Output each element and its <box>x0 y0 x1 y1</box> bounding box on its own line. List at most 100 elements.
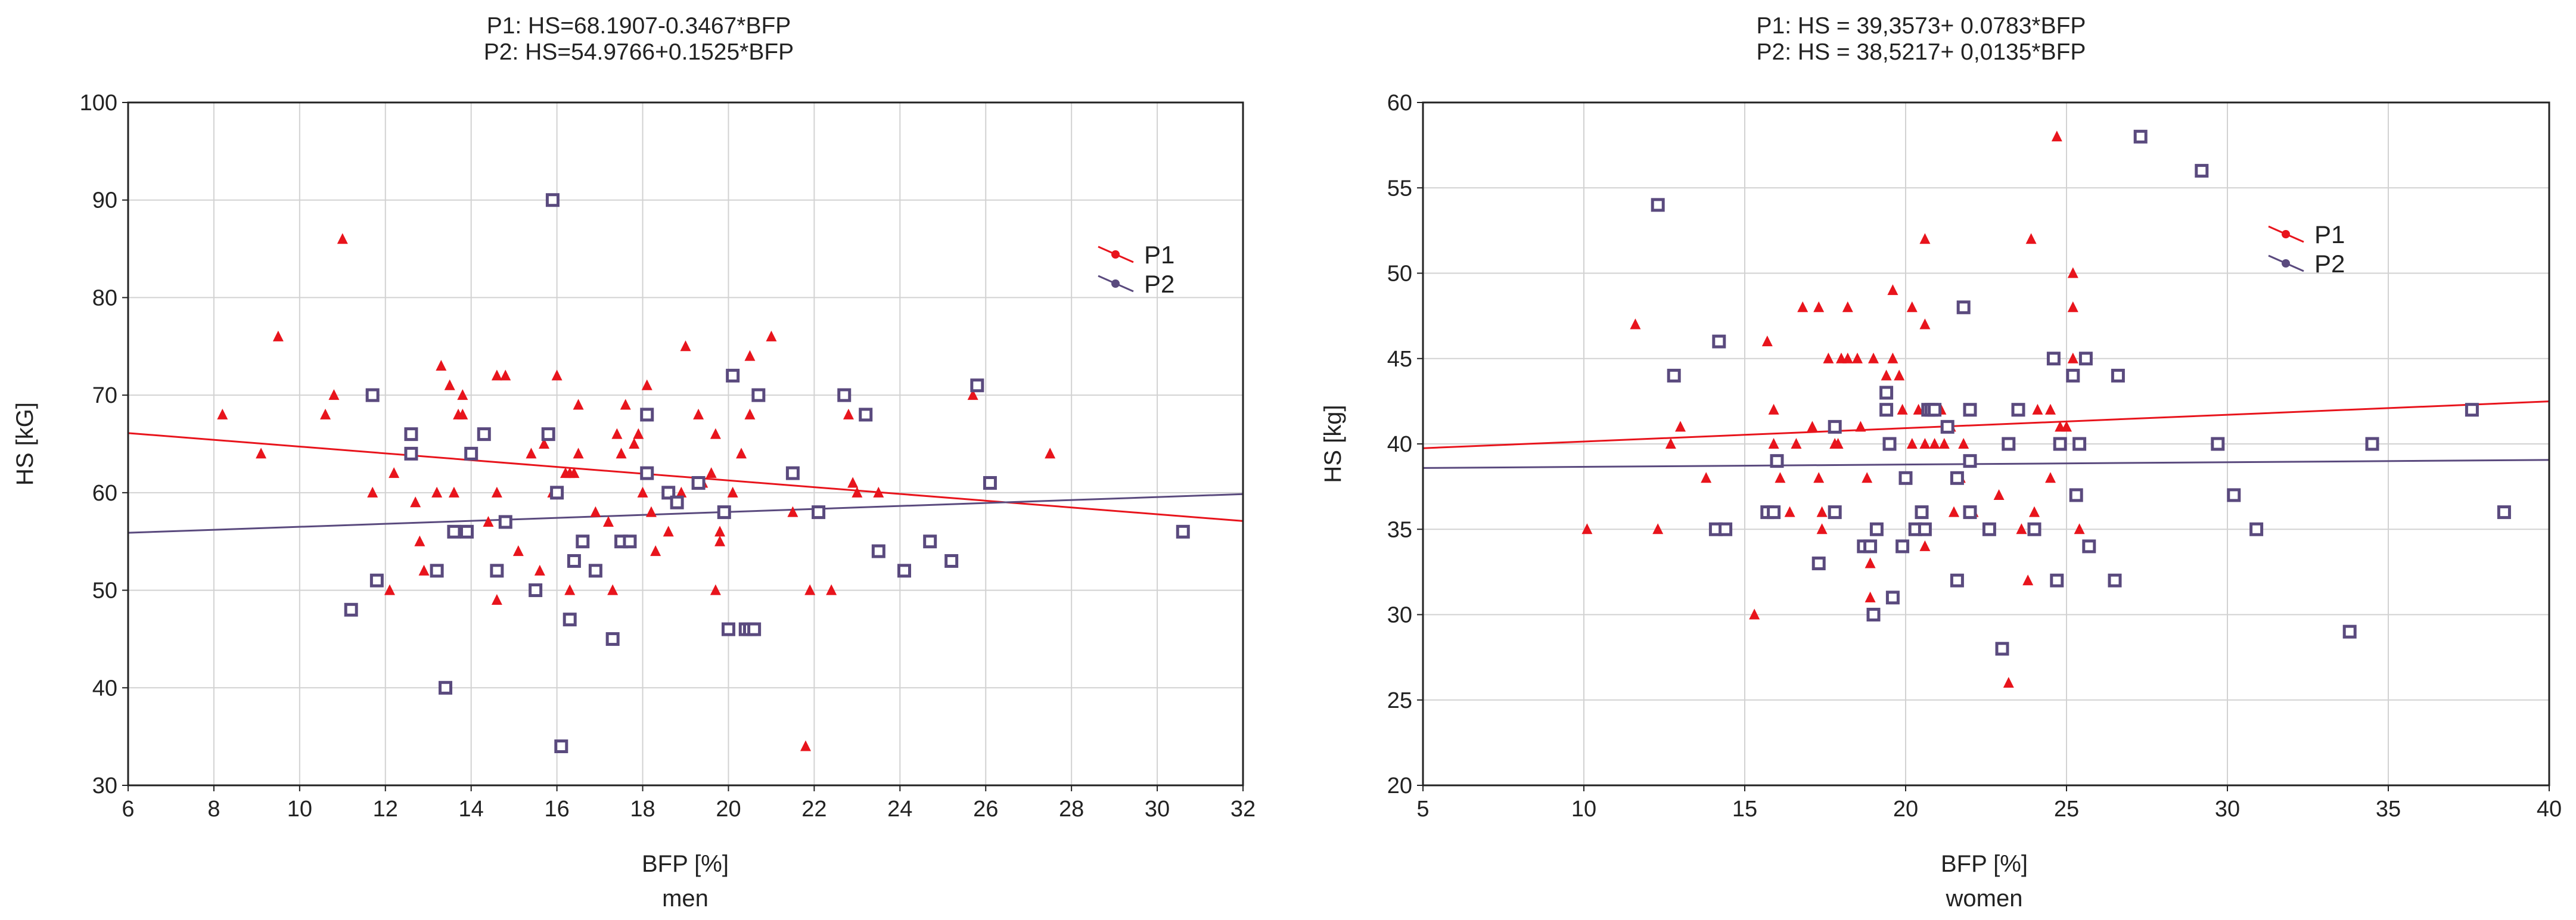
x-tick-label: 32 <box>1230 797 1256 822</box>
point-p1 <box>367 486 378 498</box>
regression-lines <box>128 432 1244 534</box>
point-p1 <box>641 379 652 390</box>
point-p2 <box>404 427 418 442</box>
x-tick-label: 30 <box>1145 797 1170 822</box>
point-p2 <box>2046 352 2061 366</box>
chart-title-line1: P1: HS=68.1907-0.3467*BFP <box>487 13 791 39</box>
point-p2 <box>2342 624 2357 639</box>
point-p1 <box>1865 591 1876 602</box>
point-p1 <box>573 399 584 410</box>
point-p1 <box>1855 421 1866 432</box>
point-p2 <box>2050 573 2064 588</box>
point-p2 <box>554 739 568 754</box>
point-p1 <box>1581 523 1593 534</box>
legend: P1 P2 <box>1098 241 1174 298</box>
y-axis-label: HS [kg] <box>1320 405 1346 483</box>
point-p1 <box>491 593 502 605</box>
point-p2 <box>404 446 418 461</box>
point-p2 <box>464 446 478 461</box>
point-p2 <box>1667 368 1681 383</box>
x-tick-label: 20 <box>716 797 741 822</box>
point-p1 <box>414 535 425 546</box>
y-tick-label: 60 <box>1387 91 1412 116</box>
point-p1 <box>2016 523 2027 534</box>
y-axis-label: HS [kG] <box>12 402 38 486</box>
point-p1 <box>1881 369 1892 381</box>
point-p2 <box>1885 590 1900 605</box>
point-p1 <box>1832 438 1844 449</box>
x-tick-label: 22 <box>801 797 826 822</box>
point-p2 <box>1770 454 1784 468</box>
point-p2 <box>490 564 504 578</box>
point-p2 <box>1982 522 1996 536</box>
point-p1 <box>384 584 395 595</box>
point-p1 <box>2045 403 2056 415</box>
point-p1 <box>873 486 884 498</box>
point-p1 <box>714 535 726 546</box>
point-p1 <box>1791 438 1802 449</box>
point-p2 <box>897 564 912 578</box>
point-p1 <box>645 506 657 517</box>
point-p1 <box>616 447 627 459</box>
point-p1 <box>714 526 726 537</box>
point-p1 <box>534 564 545 576</box>
point-p2 <box>1176 524 1190 539</box>
point-p1 <box>727 486 738 498</box>
point-p2 <box>1950 471 1964 485</box>
x-tick-label: 28 <box>1059 797 1084 822</box>
point-p1 <box>2022 574 2034 586</box>
point-p1 <box>1842 352 1853 363</box>
point-p2 <box>2465 403 2479 417</box>
point-p1 <box>2067 267 2078 278</box>
x-tick-label: 10 <box>1571 797 1596 822</box>
point-p1 <box>2032 403 2043 415</box>
point-p1 <box>491 369 502 381</box>
point-p2 <box>447 524 461 539</box>
point-p1 <box>1813 472 1825 483</box>
point-p2 <box>721 622 735 636</box>
point-p2 <box>541 427 555 442</box>
point-p2 <box>747 622 762 636</box>
point-p2 <box>1651 198 1665 212</box>
y-tick-label: 40 <box>92 676 117 701</box>
point-p2 <box>430 564 444 578</box>
point-p1 <box>1675 421 1686 432</box>
point-p1 <box>676 486 687 498</box>
point-p1 <box>1652 523 1664 534</box>
point-p2 <box>726 368 740 383</box>
point-p2 <box>2227 488 2241 502</box>
point-p2 <box>1950 573 1964 588</box>
point-p1 <box>1807 421 1818 432</box>
point-p2 <box>529 583 543 598</box>
point-p2 <box>970 378 984 393</box>
point-p1 <box>2061 421 2072 432</box>
point-p2 <box>1896 539 1910 554</box>
point-p2 <box>944 554 959 568</box>
point-p2 <box>2195 164 2209 178</box>
point-p1 <box>431 486 443 498</box>
point-p1 <box>611 428 623 439</box>
point-p2 <box>1719 522 1733 536</box>
point-p2 <box>576 534 590 549</box>
point-p1 <box>1768 438 1779 449</box>
point-p1 <box>1862 472 1873 483</box>
chart-title-line2: P2: HS=54.9766+0.1525*BFP <box>484 39 794 65</box>
grid <box>128 102 1244 786</box>
legend-p2-label: P2 <box>1144 270 1174 298</box>
point-p1 <box>620 399 631 410</box>
y-tick-label: 55 <box>1387 176 1412 201</box>
point-p1 <box>1919 438 1931 449</box>
point-p1 <box>607 584 619 595</box>
point-p2 <box>640 408 654 422</box>
point-p1 <box>1630 318 1641 330</box>
y-tick-label: 90 <box>92 188 117 213</box>
legend-p1-marker <box>1111 250 1120 259</box>
point-p2 <box>2497 505 2511 520</box>
point-p2 <box>567 554 581 568</box>
point-p2 <box>2133 129 2148 144</box>
point-p2 <box>1811 557 1826 571</box>
y-tick-label: 80 <box>92 285 117 310</box>
point-p1 <box>1919 540 1931 551</box>
point-p1 <box>1749 608 1760 620</box>
x-tick-label: 30 <box>2215 797 2240 822</box>
